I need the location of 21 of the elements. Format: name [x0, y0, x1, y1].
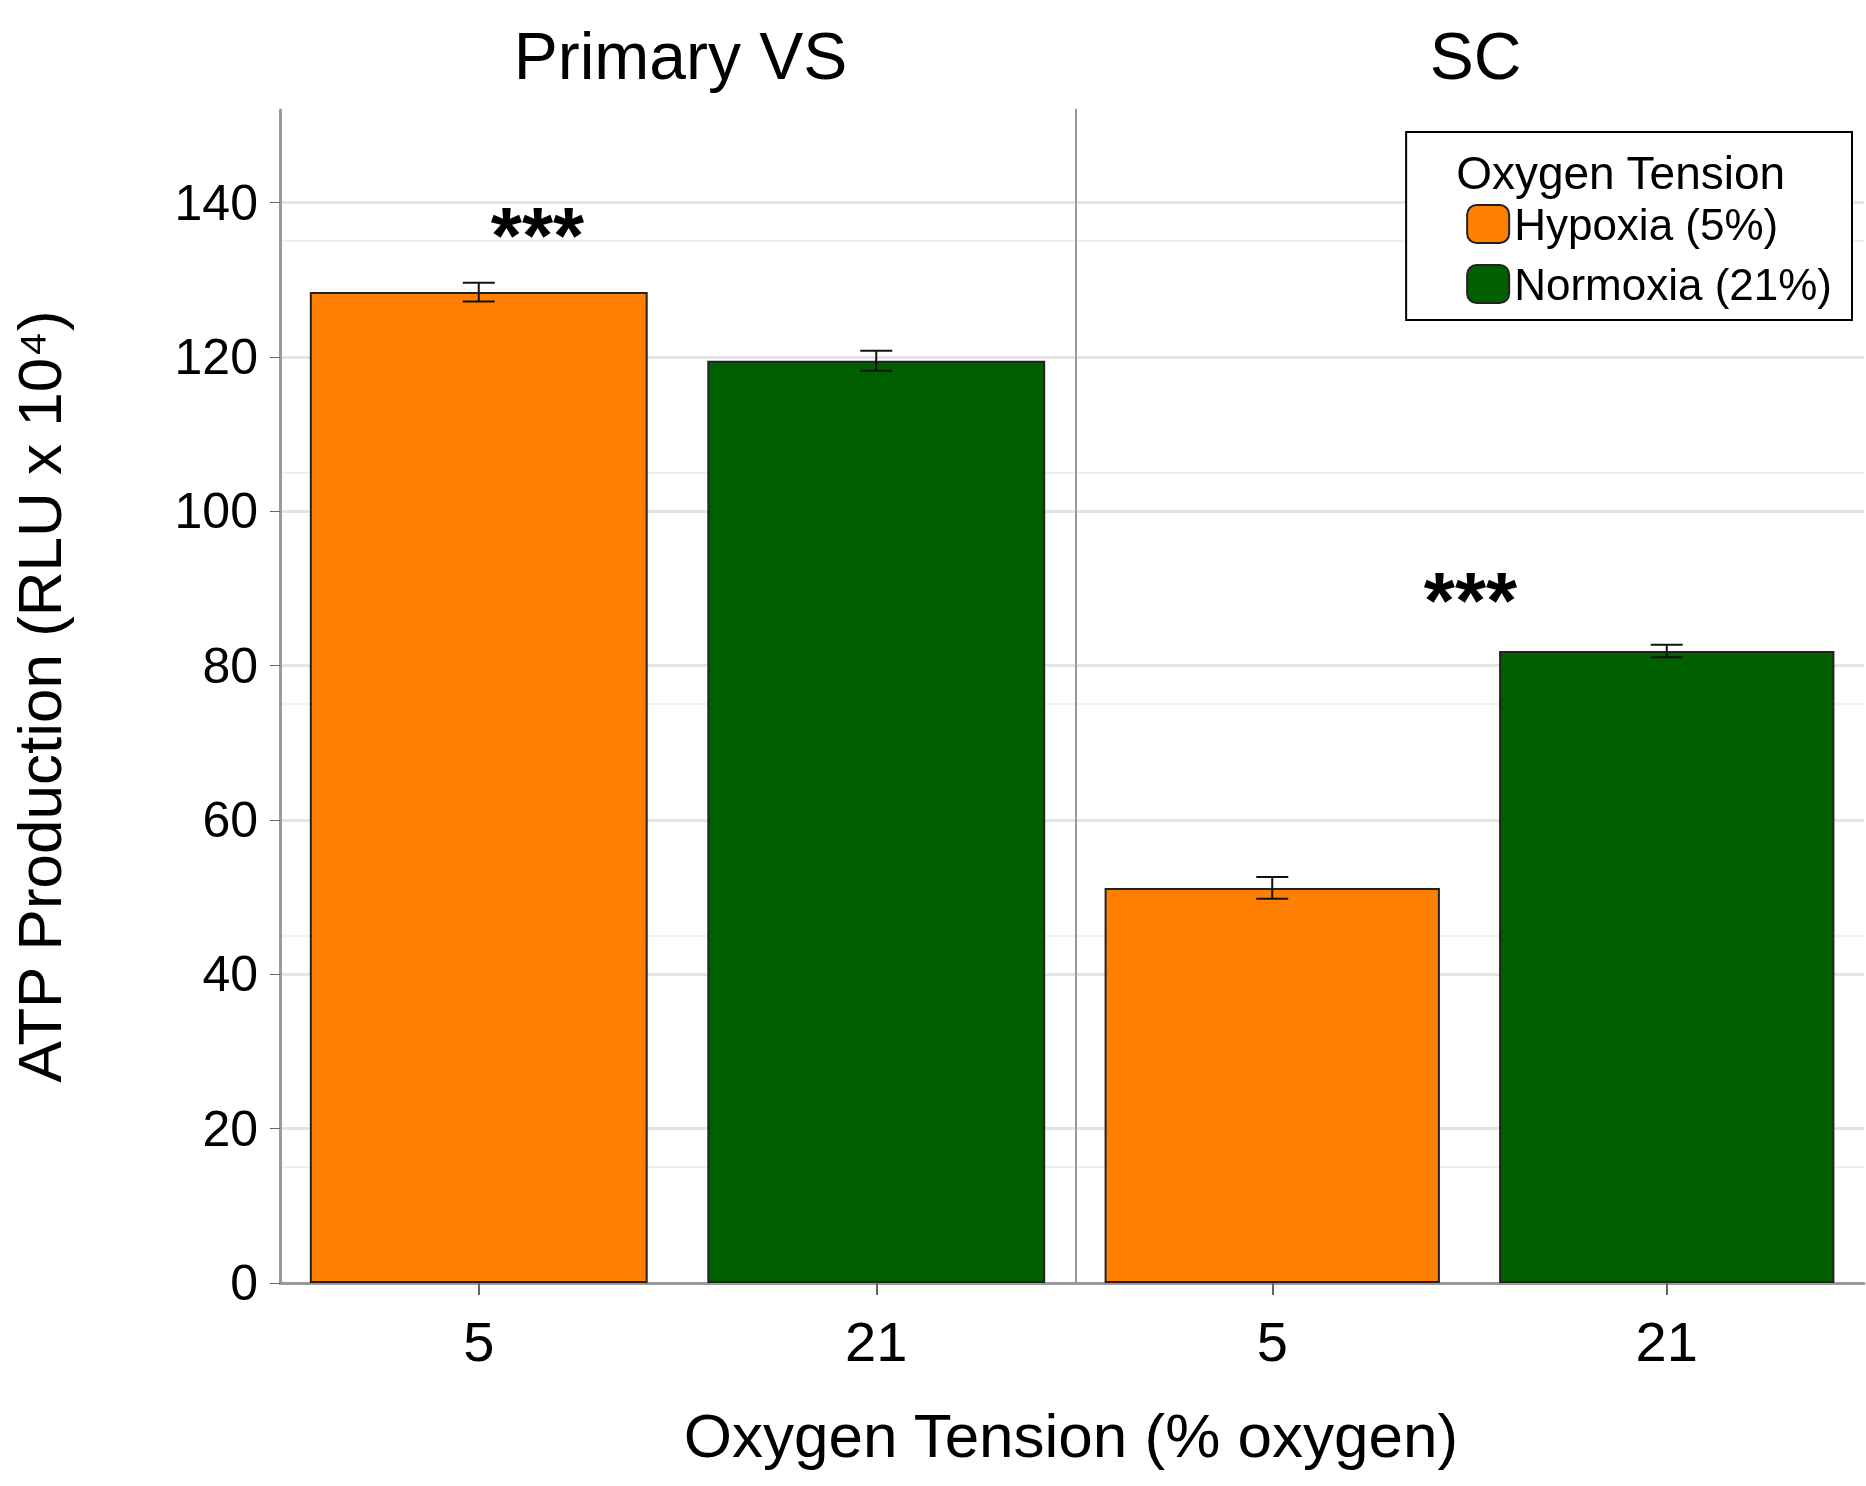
y-tick-label: 0	[230, 1255, 258, 1311]
x-axis-title: Oxygen Tension (% oxygen)	[682, 1400, 1460, 1471]
annotation: ***	[490, 190, 586, 280]
y-tick-label: 100	[174, 483, 258, 540]
annotation: ***	[1423, 555, 1519, 645]
y-tick-label: 120	[174, 328, 258, 385]
legend-label: Normoxia (21%)	[1514, 259, 1833, 309]
y-tick-label: 40	[202, 946, 258, 1003]
y-tick-label: 80	[202, 637, 258, 694]
x-tick-label: 5	[1256, 1309, 1288, 1373]
chart-title: SC	[1429, 19, 1522, 93]
y-tick-label: 140	[174, 174, 258, 231]
y-tick-label: 20	[202, 1100, 258, 1157]
x-tick-label: 21	[845, 1309, 908, 1373]
y-tick-label: 60	[202, 791, 258, 848]
chart-title: Primary VS	[513, 19, 848, 93]
y-axis-title: ATP Production (RLU x 10⁴)	[4, 310, 74, 1083]
legend-label: Hypoxia (5%)	[1514, 199, 1779, 249]
legend-title: Oxygen Tension	[1456, 147, 1786, 199]
x-tick-label: 21	[1635, 1309, 1698, 1373]
x-tick-label: 5	[463, 1309, 495, 1373]
